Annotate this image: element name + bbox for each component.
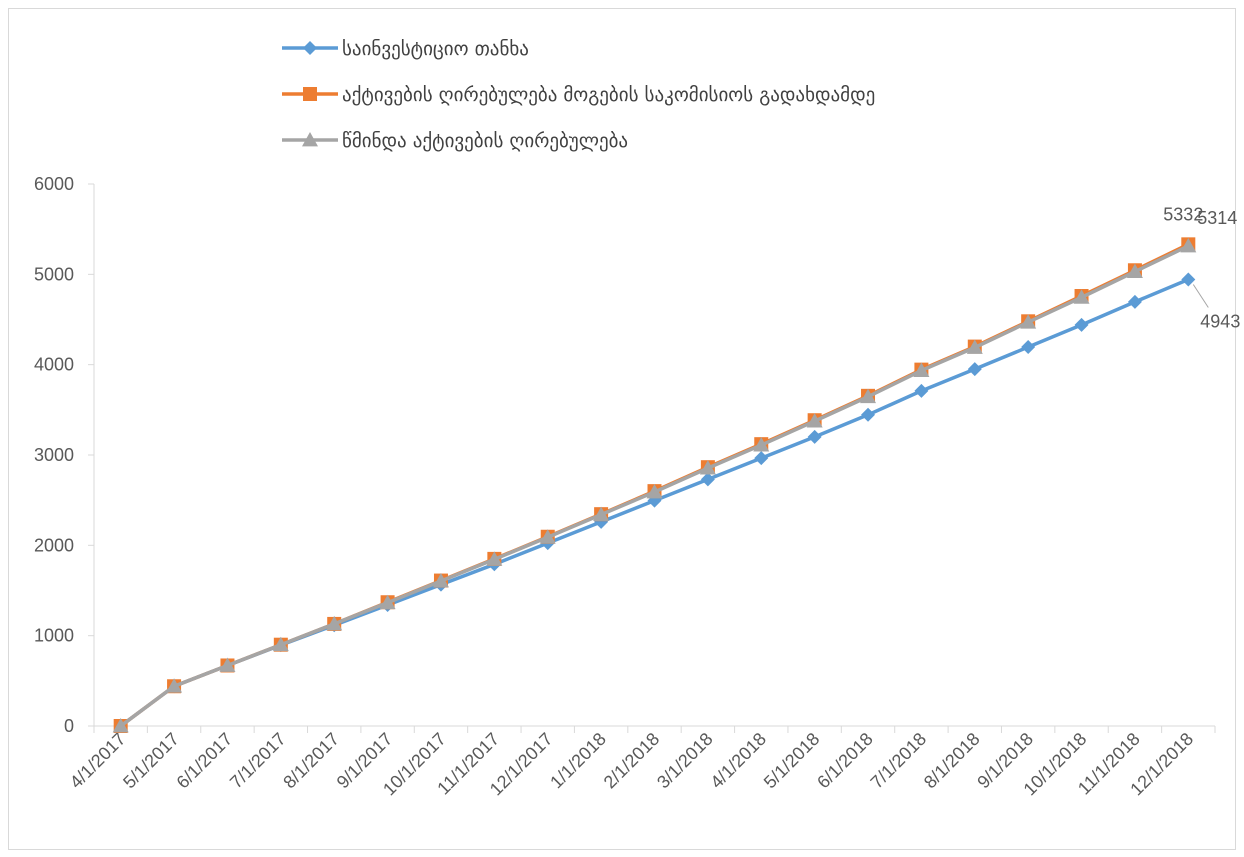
data-point-s2 [326, 615, 343, 631]
legend-marker-1 [303, 87, 317, 101]
data-point-s2 [1073, 289, 1090, 304]
x-tick-label: 5/1/2017 [119, 729, 183, 793]
data-point-s2 [112, 718, 129, 733]
data-point-s0 [1181, 272, 1196, 287]
y-tick-label: 0 [64, 716, 74, 736]
data-point-s2 [646, 484, 663, 499]
chart-frame [8, 8, 1236, 850]
data-label: 4943 [1200, 311, 1240, 331]
data-point-s0 [1127, 294, 1142, 309]
x-tick-label: 6/1/2017 [173, 729, 237, 793]
data-point-s2 [272, 636, 289, 652]
x-tick-label: 8/1/2018 [920, 729, 984, 793]
legend-marker-2 [302, 132, 318, 147]
data-point-s2 [1126, 263, 1143, 279]
data-point-s2 [1020, 314, 1037, 329]
data-point-s2 [432, 573, 449, 588]
data-point-s2 [860, 388, 877, 404]
data-label-leader [1192, 284, 1209, 308]
data-label: 5314 [1197, 208, 1237, 228]
data-point-s2 [806, 413, 823, 428]
y-tick-label: 6000 [34, 174, 74, 194]
data-point-s2 [699, 460, 716, 475]
data-point-s2 [486, 551, 503, 566]
x-tick-label: 7/1/2018 [867, 729, 931, 793]
x-tick-label: 7/1/2017 [226, 729, 290, 793]
x-tick-label: 5/1/2018 [760, 729, 824, 793]
legend-label-0: საინვესტიციო თანხა [342, 38, 529, 60]
x-tick-label: 1/1/2018 [546, 729, 610, 793]
data-point-s2 [593, 506, 610, 522]
data-point-s2 [379, 594, 396, 610]
data-point-s2 [913, 362, 930, 377]
y-tick-label: 3000 [34, 445, 74, 465]
data-point-s2 [219, 657, 236, 672]
data-point-s0 [861, 407, 876, 422]
y-tick-label: 2000 [34, 535, 74, 555]
x-tick-label: 2/1/2018 [600, 729, 664, 793]
data-point-s0 [754, 451, 769, 466]
y-tick-label: 5000 [34, 264, 74, 284]
data-point-s0 [1021, 340, 1036, 355]
legend-marker-0 [303, 41, 317, 55]
data-point-s0 [1074, 317, 1089, 332]
x-tick-label: 3/1/2018 [653, 729, 717, 793]
data-point-s0 [807, 429, 822, 444]
data-point-s0 [967, 362, 982, 377]
legend-label-1: აქტივების ღირებულება მოგების საკომისიოს … [342, 84, 875, 106]
data-point-s0 [914, 383, 929, 398]
legend-label-2: წმინდა აქტივების ღირებულება [342, 130, 628, 152]
data-label: 5332 [1163, 204, 1203, 224]
data-point-s2 [753, 437, 770, 452]
data-point-s2 [966, 339, 983, 354]
data-point-s0 [700, 472, 715, 487]
data-point-s2 [539, 529, 556, 544]
data-point-s2 [1180, 237, 1197, 253]
x-tick-label: 4/1/2018 [706, 729, 770, 793]
x-tick-label: 6/1/2018 [813, 729, 877, 793]
x-tick-label: 4/1/2017 [66, 729, 130, 793]
x-tick-label: 8/1/2017 [279, 729, 343, 793]
data-point-s2 [166, 678, 183, 693]
y-tick-label: 1000 [34, 626, 74, 646]
y-tick-label: 4000 [34, 355, 74, 375]
